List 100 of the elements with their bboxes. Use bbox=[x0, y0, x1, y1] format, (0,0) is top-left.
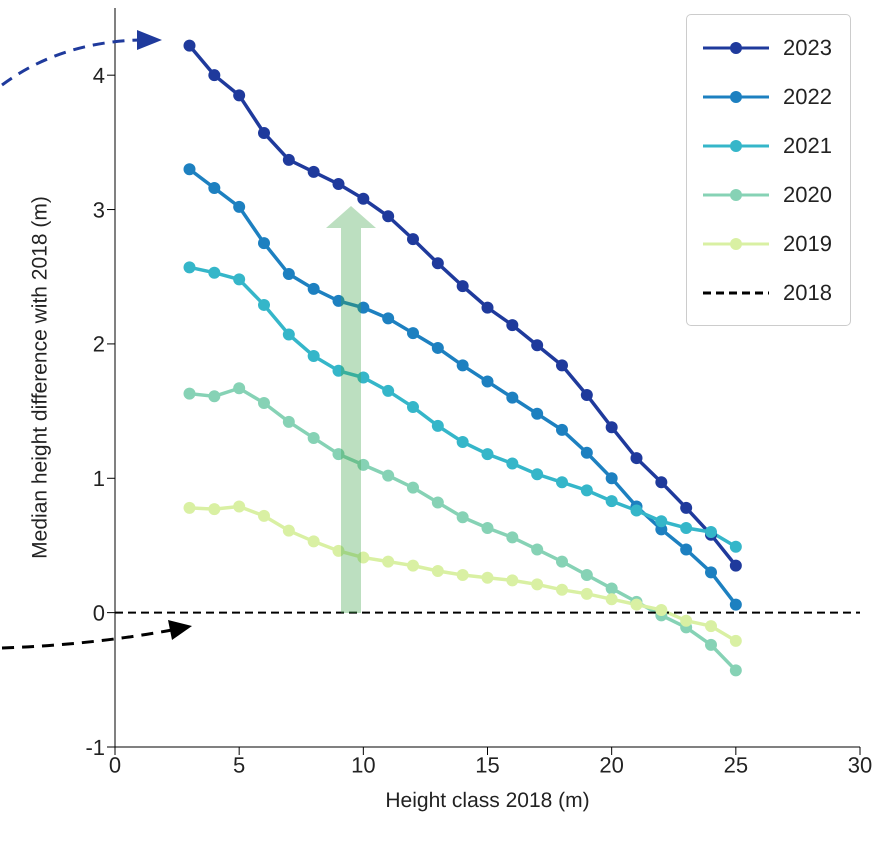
point bbox=[730, 540, 742, 553]
point bbox=[233, 500, 246, 512]
point bbox=[482, 302, 494, 314]
point bbox=[580, 588, 593, 600]
point bbox=[208, 503, 220, 516]
point bbox=[705, 566, 717, 578]
point bbox=[432, 257, 444, 270]
point bbox=[506, 392, 518, 404]
point bbox=[308, 535, 320, 548]
y-tick-label: 4 bbox=[92, 62, 105, 88]
point bbox=[730, 634, 742, 647]
point bbox=[308, 166, 320, 178]
point bbox=[407, 233, 419, 246]
point bbox=[308, 432, 320, 444]
legend-label: 2020 bbox=[783, 182, 832, 208]
point bbox=[680, 502, 692, 514]
point bbox=[382, 470, 394, 482]
point bbox=[580, 569, 593, 582]
point bbox=[655, 476, 668, 488]
point bbox=[233, 200, 246, 213]
point bbox=[556, 359, 568, 372]
point bbox=[184, 163, 196, 176]
point bbox=[456, 569, 469, 582]
point bbox=[233, 273, 246, 286]
point bbox=[432, 342, 444, 354]
point bbox=[308, 282, 320, 295]
point bbox=[407, 327, 419, 340]
point bbox=[482, 572, 494, 584]
x-tick-label: 30 bbox=[848, 752, 872, 778]
legend-label: 2021 bbox=[783, 132, 832, 158]
point bbox=[407, 401, 419, 414]
point bbox=[482, 448, 494, 460]
y-axis-title: Median height difference with 2018 (m) bbox=[28, 196, 52, 559]
point bbox=[556, 556, 568, 568]
point bbox=[382, 210, 394, 222]
point bbox=[556, 424, 568, 436]
point bbox=[482, 522, 494, 534]
point bbox=[655, 515, 668, 528]
point bbox=[184, 388, 196, 400]
point bbox=[208, 390, 220, 402]
point bbox=[357, 552, 370, 564]
point bbox=[606, 495, 618, 508]
legend-label: 2022 bbox=[783, 84, 832, 110]
point bbox=[456, 511, 469, 524]
point bbox=[258, 126, 270, 139]
point bbox=[184, 261, 196, 274]
x-tick-label: 10 bbox=[351, 752, 376, 778]
x-tick-label: 5 bbox=[233, 752, 246, 778]
point bbox=[382, 384, 394, 397]
point bbox=[357, 302, 370, 314]
point bbox=[580, 388, 593, 401]
point bbox=[233, 89, 246, 102]
point bbox=[282, 524, 295, 537]
point bbox=[730, 598, 742, 611]
point bbox=[208, 266, 220, 279]
point bbox=[357, 192, 370, 205]
point bbox=[580, 484, 593, 496]
point bbox=[332, 294, 344, 307]
point bbox=[233, 382, 246, 394]
point bbox=[282, 328, 295, 341]
point bbox=[531, 578, 544, 590]
x-tick-label: 0 bbox=[108, 752, 122, 778]
point bbox=[432, 420, 444, 432]
point bbox=[456, 359, 469, 372]
point bbox=[357, 372, 370, 384]
point bbox=[531, 408, 544, 420]
point bbox=[282, 416, 295, 428]
y-tick-label: 0 bbox=[92, 600, 105, 626]
point bbox=[258, 510, 270, 522]
point bbox=[282, 154, 295, 166]
y-tick-label: 2 bbox=[92, 332, 105, 357]
point bbox=[606, 421, 618, 434]
point bbox=[407, 560, 419, 572]
point bbox=[258, 397, 270, 410]
point bbox=[208, 182, 220, 194]
point bbox=[606, 593, 618, 606]
point bbox=[531, 468, 544, 480]
point bbox=[680, 522, 692, 534]
point bbox=[705, 638, 717, 651]
point bbox=[730, 664, 742, 676]
point bbox=[506, 574, 518, 586]
point bbox=[184, 502, 196, 514]
point bbox=[606, 582, 618, 594]
point bbox=[432, 496, 444, 508]
point bbox=[357, 458, 370, 471]
point bbox=[580, 446, 593, 459]
x-tick-label: 20 bbox=[599, 752, 624, 778]
point bbox=[630, 452, 642, 464]
point bbox=[705, 526, 717, 538]
x-tick-label: 15 bbox=[475, 752, 500, 778]
legend-label: 2023 bbox=[783, 34, 832, 60]
point bbox=[506, 457, 518, 470]
point bbox=[606, 472, 618, 484]
point bbox=[705, 620, 717, 632]
point bbox=[332, 544, 344, 557]
x-tick-label: 25 bbox=[724, 752, 748, 778]
point bbox=[556, 476, 568, 488]
point bbox=[680, 614, 692, 627]
point bbox=[630, 598, 642, 611]
point bbox=[482, 376, 494, 388]
